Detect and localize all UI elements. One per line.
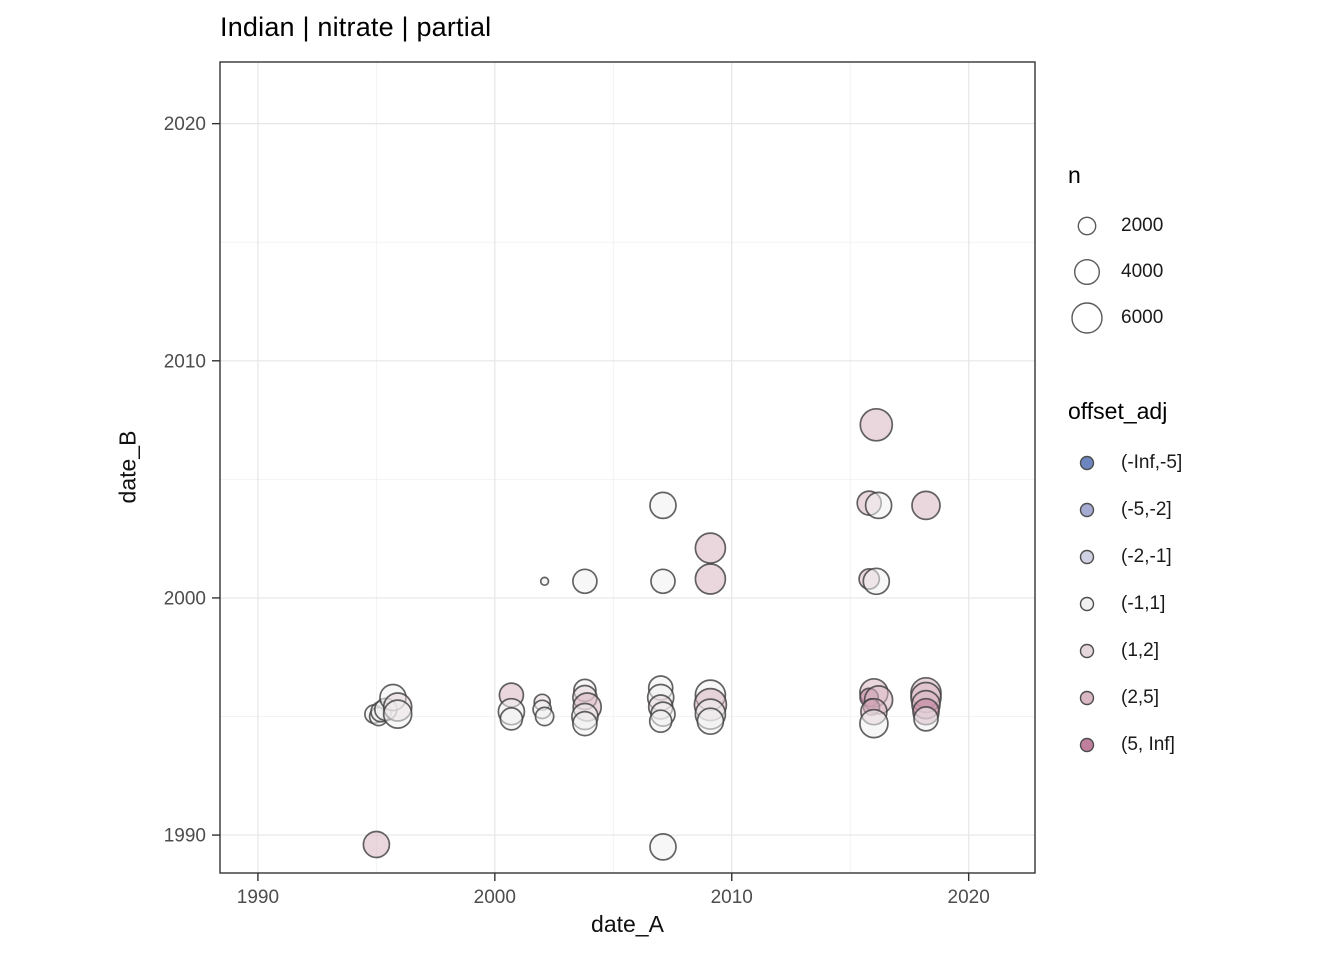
legend-n-entry-6000-key-icon xyxy=(1068,299,1106,337)
data-point xyxy=(859,708,889,739)
legend-n-entry-4000: 4000 xyxy=(1068,249,1163,295)
legend-offset-entry-5: (2,5] xyxy=(1068,674,1182,721)
legend-n-entry-4000-key-icon xyxy=(1068,253,1106,291)
data-point xyxy=(913,706,939,732)
legend-n-title: n xyxy=(1068,162,1081,188)
data-point xyxy=(534,706,555,727)
x-axis-title: date_A xyxy=(591,911,664,937)
panel-border xyxy=(219,61,1036,874)
data-point xyxy=(572,568,598,595)
chart-title: Indian | nitrate | partial xyxy=(220,12,492,42)
y-tick-label: 2010 xyxy=(164,351,206,372)
legend-offset-entry-2-key-icon xyxy=(1068,538,1106,576)
data-point xyxy=(864,491,893,520)
legend-n: n 2000 4000 6000 xyxy=(1068,162,1163,341)
y-axis-title: date_B xyxy=(114,430,141,504)
y-tick-label: 2000 xyxy=(164,588,206,609)
x-tick-label: 2000 xyxy=(474,887,516,908)
legend-offset-entry-2-label: (-2,-1] xyxy=(1121,545,1172,567)
x-tick-label: 2010 xyxy=(711,887,753,908)
color-key-dot xyxy=(1079,596,1095,611)
size-key-circle xyxy=(1071,302,1103,334)
legend-offset-entry-3-label: (-1,1] xyxy=(1121,592,1166,614)
data-point xyxy=(649,491,677,520)
legend-n-entry-2000: 2000 xyxy=(1068,203,1163,249)
size-key-circle xyxy=(1077,216,1097,236)
legend-n-entry-6000-label: 6000 xyxy=(1121,307,1164,328)
data-point xyxy=(362,830,391,859)
legend-offset-entry-0: (-Inf,-5] xyxy=(1068,439,1182,486)
legend-n-entries: 2000 4000 6000 xyxy=(1068,203,1163,341)
size-key-circle xyxy=(1073,258,1101,286)
color-key-dot xyxy=(1079,502,1095,517)
legend-offset-entry-1: (-5,-2] xyxy=(1068,486,1182,533)
x-tick-label: 1990 xyxy=(237,887,279,908)
color-key-dot xyxy=(1079,455,1095,470)
data-point xyxy=(648,709,673,734)
data-point xyxy=(694,563,727,595)
legend-n-entry-2000-key-icon xyxy=(1068,207,1106,245)
legend-offset-entry-1-label: (-5,-2] xyxy=(1121,498,1172,520)
legend-offset-adj-title: offset_adj xyxy=(1068,398,1168,424)
data-point xyxy=(572,710,598,737)
legend-offset-entry-1-key-icon xyxy=(1068,491,1106,529)
data-point xyxy=(650,568,676,595)
legend-offset-entry-6-label: (5, Inf] xyxy=(1121,733,1175,755)
x-tick-label: 2020 xyxy=(948,887,990,908)
legend-offset-entry-3: (-1,1] xyxy=(1068,580,1182,627)
legend-offset-entry-3-key-icon xyxy=(1068,585,1106,623)
data-point xyxy=(499,707,524,731)
legend-offset-entry-6: (5, Inf] xyxy=(1068,721,1182,768)
legend-offset-adj-entries: (-Inf,-5] (-5,-2] (-2,-1] (-1,1] (1,2] (2,5] (… xyxy=(1068,439,1182,768)
data-point xyxy=(859,407,894,442)
legend-offset-entry-6-key-icon xyxy=(1068,726,1106,764)
data-point xyxy=(382,699,413,729)
color-key-dot xyxy=(1079,737,1095,752)
color-key-dot xyxy=(1079,690,1095,705)
data-point xyxy=(694,532,727,564)
color-key-dot xyxy=(1079,643,1095,658)
data-point xyxy=(862,567,891,596)
data-point xyxy=(911,490,941,521)
data-point xyxy=(696,707,725,736)
y-tick-label: 1990 xyxy=(164,826,206,847)
legend-offset-adj: offset_adj (-Inf,-5] (-5,-2] (-2,-1] (-1,1]… xyxy=(1068,398,1182,768)
legend-offset-entry-5-label: (2,5] xyxy=(1121,686,1160,708)
data-point xyxy=(539,576,550,587)
legend-offset-entry-2: (-2,-1] xyxy=(1068,533,1182,580)
legend-offset-entry-0-key-icon xyxy=(1068,444,1106,482)
legend-offset-entry-4: (1,2] xyxy=(1068,627,1182,674)
legend-offset-entry-4-label: (1,2] xyxy=(1121,639,1160,661)
legend-n-entry-6000: 6000 xyxy=(1068,295,1163,341)
legend-n-entry-4000-label: 4000 xyxy=(1121,261,1164,282)
legend-offset-entry-5-key-icon xyxy=(1068,679,1106,717)
panel-background xyxy=(220,62,1035,873)
legend-offset-entry-4-key-icon xyxy=(1068,632,1106,670)
legend-offset-entry-0-label: (-Inf,-5] xyxy=(1121,451,1183,473)
legend-n-entry-2000-label: 2000 xyxy=(1121,215,1164,236)
y-tick-label: 2020 xyxy=(164,114,206,135)
color-key-dot xyxy=(1079,549,1095,564)
data-point xyxy=(649,833,677,861)
